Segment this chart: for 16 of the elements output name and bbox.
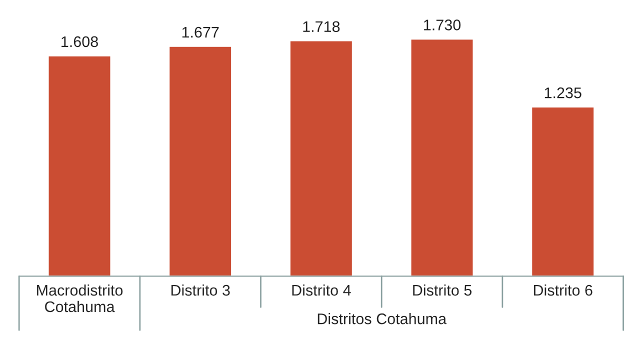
- text: Distritos Cotahuma: [318, 313, 447, 324]
- bar: [168, 46, 232, 276]
- x-tick-label: Distrito 3: [171, 284, 230, 296]
- x-tick-label: Distrito 5: [413, 284, 472, 296]
- data-label: 1.608: [62, 36, 98, 48]
- data-label: 1.730: [424, 20, 461, 30]
- bar: [289, 40, 354, 276]
- data-label: 1.718: [303, 21, 340, 32]
- x-tick-label: Distrito 6: [534, 284, 592, 296]
- x-tick-label: Distrito 4: [292, 284, 351, 296]
- x-tick-label: Macrodistrito Cotahuma: [37, 284, 123, 312]
- data-label: 1.235: [544, 87, 582, 98]
- data-label: 1.677: [182, 26, 219, 38]
- bar: [47, 54, 112, 276]
- bar: [410, 38, 474, 276]
- bar: [530, 106, 595, 276]
